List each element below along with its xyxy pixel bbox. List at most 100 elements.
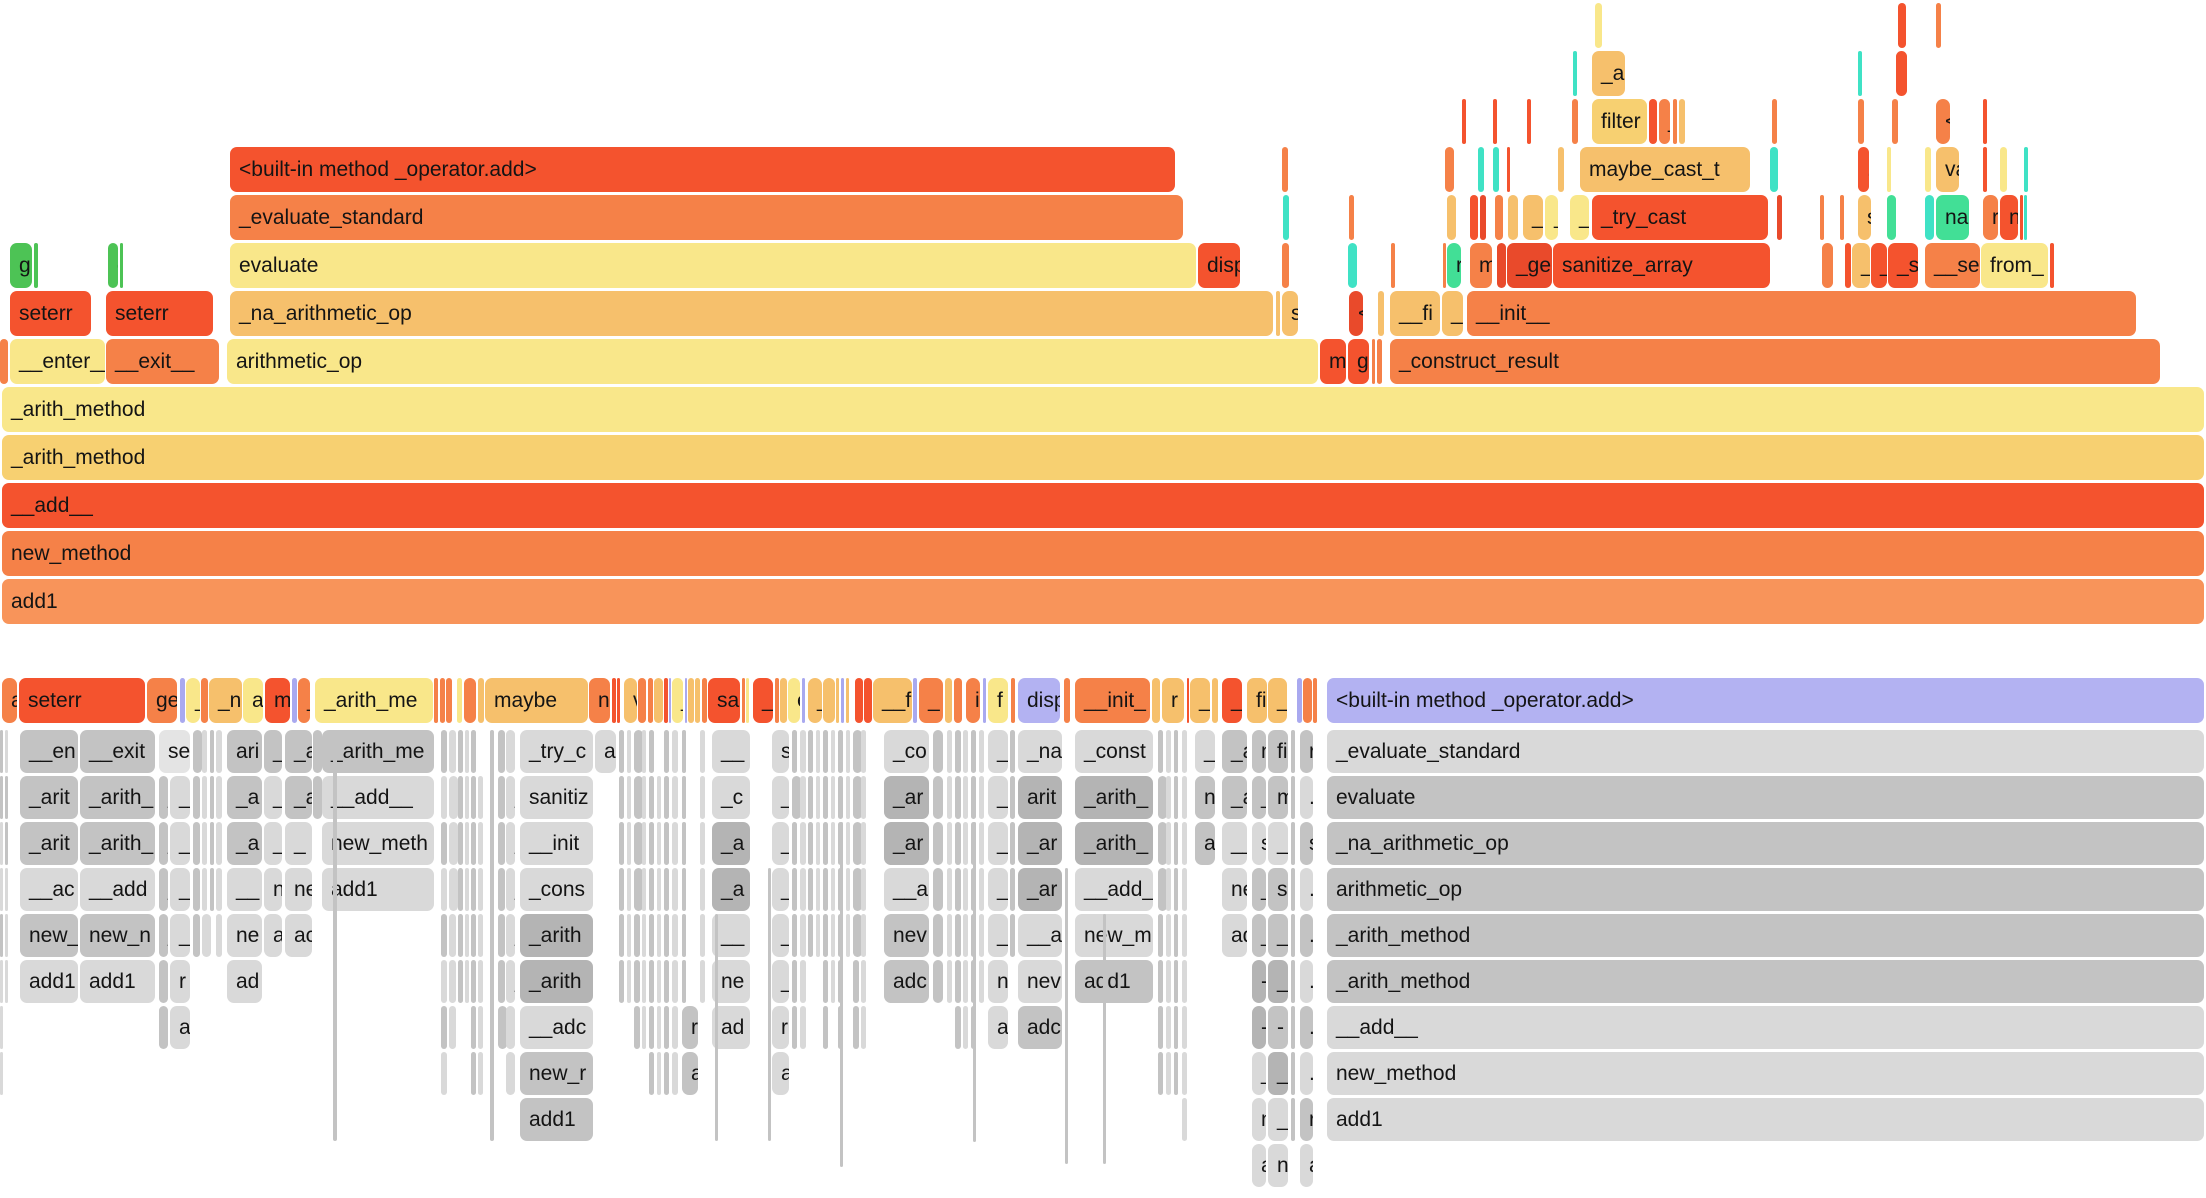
frame-_[interactable]: _ <box>1268 1052 1288 1095</box>
frame-sliver[interactable] <box>1291 730 1295 773</box>
frame-sliver[interactable] <box>802 678 805 723</box>
frame-_evaluate_standard[interactable]: _evaluate_standard <box>1327 730 2204 773</box>
frame-sliver[interactable] <box>808 914 813 957</box>
frame-_cons[interactable]: _cons <box>520 868 593 911</box>
frame-sliver[interactable] <box>471 1052 476 1095</box>
frame-sliver[interactable] <box>1770 147 1778 192</box>
frame-sliver[interactable] <box>1291 868 1295 911</box>
frame-_try_cast[interactable]: _try_cast <box>1592 195 1768 240</box>
frame-sliver[interactable] <box>1443 243 1446 288</box>
frame-m[interactable]: m <box>1470 243 1492 288</box>
frame-sliver[interactable] <box>642 1006 646 1049</box>
frame-sliver[interactable] <box>955 960 961 1003</box>
frame-sliver[interactable] <box>193 914 200 957</box>
frame-ne[interactable]: ne <box>712 960 750 1003</box>
frame-sliver[interactable] <box>638 678 646 723</box>
frame-sliver[interactable] <box>1887 195 1896 240</box>
frame-_arith_[interactable]: _arith_ <box>80 776 155 819</box>
frame-sliver[interactable] <box>498 822 505 865</box>
frame-_arith_[interactable]: _arith_ <box>80 822 155 865</box>
frame-sliver[interactable] <box>682 730 686 773</box>
frame-_arith_[interactable]: _arith_ <box>1075 776 1153 819</box>
frame-sliver[interactable] <box>963 960 968 1003</box>
frame-sliver[interactable] <box>627 730 631 773</box>
frame-sliver[interactable] <box>1182 914 1187 957</box>
frame-sliver[interactable] <box>1480 195 1486 240</box>
frame-fi[interactable]: fi <box>1268 730 1288 773</box>
frame-sliver[interactable] <box>1983 147 1987 192</box>
frame-sliver[interactable] <box>1182 1006 1187 1049</box>
frame-sliver[interactable] <box>619 776 624 819</box>
frame-_[interactable]: _ <box>772 822 789 865</box>
frame-sliver[interactable] <box>800 960 806 1003</box>
frame-sliver[interactable] <box>498 776 505 819</box>
frame-sliver[interactable] <box>446 678 452 723</box>
frame-sliver[interactable] <box>831 914 835 957</box>
frame-r[interactable]: r <box>772 1006 789 1049</box>
frame-sliver[interactable] <box>5 776 8 819</box>
frame-sliver[interactable] <box>478 678 484 723</box>
frame-sliver[interactable] <box>682 914 686 957</box>
frame-r[interactable]: r <box>313 730 322 773</box>
frame-sliver[interactable] <box>1010 822 1015 865</box>
frame-sliver[interactable] <box>1158 1006 1163 1049</box>
frame-_[interactable]: _ <box>919 678 943 723</box>
frame-sliver[interactable] <box>180 678 185 723</box>
frame-sliver[interactable] <box>861 776 866 819</box>
frame-sliver[interactable] <box>657 776 661 819</box>
frame-new_n[interactable]: new_n <box>80 914 155 957</box>
frame-sliver[interactable] <box>800 776 806 819</box>
frame-a[interactable]: a <box>264 914 282 957</box>
frame-ne[interactable]: ne <box>285 868 312 911</box>
frame-sliver[interactable] <box>700 730 705 773</box>
frame-sliver[interactable] <box>1152 678 1160 723</box>
frame-sliver[interactable] <box>664 730 669 773</box>
frame-_try_c[interactable]: _try_c <box>520 730 593 773</box>
frame-sliver[interactable] <box>1573 51 1577 96</box>
frame-seterr[interactable]: seterr <box>10 291 91 336</box>
frame-from_[interactable]: from_ <box>1981 243 2048 288</box>
frame-sliver[interactable] <box>861 730 866 773</box>
frame-sliver[interactable] <box>700 960 705 1003</box>
frame-sliver[interactable] <box>458 960 463 1003</box>
frame-sliver[interactable] <box>0 960 3 1003</box>
frame-a[interactable]: a <box>988 1006 1008 1049</box>
frame-sliver[interactable] <box>657 1006 661 1049</box>
frame-_a[interactable]: _a <box>712 868 750 911</box>
frame-sliver[interactable] <box>216 776 222 819</box>
frame-sliver[interactable] <box>627 868 631 911</box>
frame-sliver[interactable] <box>792 822 797 865</box>
frame-sliver[interactable] <box>1276 291 1280 336</box>
frame-sliver[interactable] <box>855 678 863 723</box>
frame-sliver[interactable] <box>1507 147 1510 192</box>
frame-sliver[interactable] <box>823 678 835 723</box>
frame-sliver[interactable] <box>441 914 447 957</box>
frame-sliver[interactable] <box>202 868 207 911</box>
frame-sliver[interactable] <box>1182 868 1187 911</box>
frame-sliver[interactable] <box>449 960 456 1003</box>
frame-sliver[interactable] <box>955 1006 961 1049</box>
frame-sliver[interactable] <box>1158 1052 1163 1095</box>
frame-sliver[interactable] <box>1182 776 1187 819</box>
frame-_[interactable]: _ <box>170 776 190 819</box>
frame-sliver[interactable] <box>216 914 222 957</box>
frame-ne[interactable]: ne <box>227 914 262 957</box>
frame-_[interactable]: _ <box>772 868 789 911</box>
frame-sliver[interactable] <box>1182 1098 1187 1141</box>
frame-sliver[interactable] <box>648 678 653 723</box>
frame-sliver[interactable] <box>465 960 469 1003</box>
frame-.[interactable]: . <box>853 776 862 819</box>
frame-_[interactable]: _ <box>1268 678 1287 723</box>
frame-sliver[interactable] <box>861 822 866 865</box>
frame-sliver[interactable] <box>808 730 813 773</box>
frame-disp[interactable]: disp <box>1018 678 1060 723</box>
frame-.[interactable]: . <box>853 730 862 773</box>
frame-new_meth[interactable]: new_meth <box>322 822 434 865</box>
frame-.[interactable]: . <box>1158 822 1167 865</box>
frame-sliver[interactable] <box>654 678 663 723</box>
frame-new_method[interactable]: new_method <box>2 531 2204 576</box>
frame-sliver[interactable] <box>672 868 678 911</box>
frame-_[interactable]: _ <box>1252 1052 1266 1095</box>
frame-v[interactable]: v <box>624 678 637 723</box>
frame-sliver[interactable] <box>1348 243 1357 288</box>
